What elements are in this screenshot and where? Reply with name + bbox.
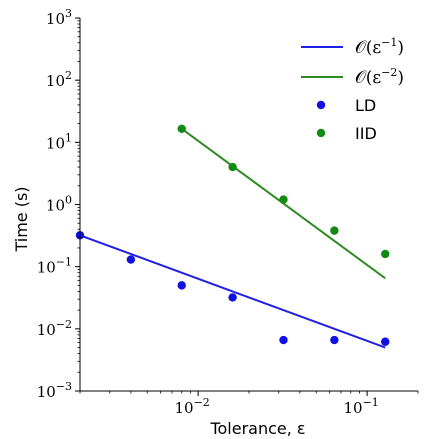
data-point	[330, 226, 339, 235]
y-tick-label: 101	[46, 131, 72, 152]
legend-label: 𝒪(ε−1)	[355, 36, 404, 58]
series-2	[75, 231, 390, 346]
data-point	[279, 195, 288, 204]
y-axis-label: Time (s)	[12, 186, 31, 252]
data-point	[330, 335, 339, 345]
legend: 𝒪(ε−1) 𝒪(ε−2) LD IID	[301, 36, 404, 143]
series-3	[177, 124, 390, 259]
data-point	[279, 335, 288, 345]
data-point	[228, 162, 237, 172]
data-point	[177, 281, 186, 290]
legend-item: 𝒪(ε−1)	[301, 36, 404, 58]
series-0	[79, 234, 386, 349]
legend-item: LD	[316, 96, 376, 115]
data-point	[126, 255, 136, 264]
x-axis-label: Tolerance, ε	[209, 419, 305, 438]
y-tick-label: 10−2	[37, 318, 72, 339]
data-point	[381, 337, 390, 346]
x-tick-label: 10−1	[343, 396, 378, 417]
legend-swatch-dot	[316, 100, 326, 110]
y-tick-label: 100	[46, 194, 72, 215]
legend-item: IID	[316, 124, 377, 143]
data-point	[228, 293, 237, 302]
y-tick-label: 10−3	[37, 380, 72, 401]
y-tick-label: 10−1	[37, 256, 72, 277]
y-axis-ticks: 10−3 10−2 10−1 100 101 102 103	[37, 7, 80, 401]
legend-swatch-dot	[316, 128, 326, 138]
legend-label: IID	[355, 124, 377, 143]
y-tick-label: 103	[46, 7, 72, 28]
series-line	[79, 234, 386, 349]
y-tick-label: 102	[46, 69, 72, 90]
data-point	[177, 124, 186, 134]
legend-label: LD	[355, 96, 376, 115]
legend-label: 𝒪(ε−2)	[355, 66, 404, 88]
data-point	[381, 249, 390, 259]
plot-area	[75, 124, 390, 349]
legend-item: 𝒪(ε−2)	[301, 66, 404, 88]
x-axis-ticks: 10−2 10−1	[79, 391, 419, 417]
x-tick-label: 10−2	[174, 396, 209, 417]
